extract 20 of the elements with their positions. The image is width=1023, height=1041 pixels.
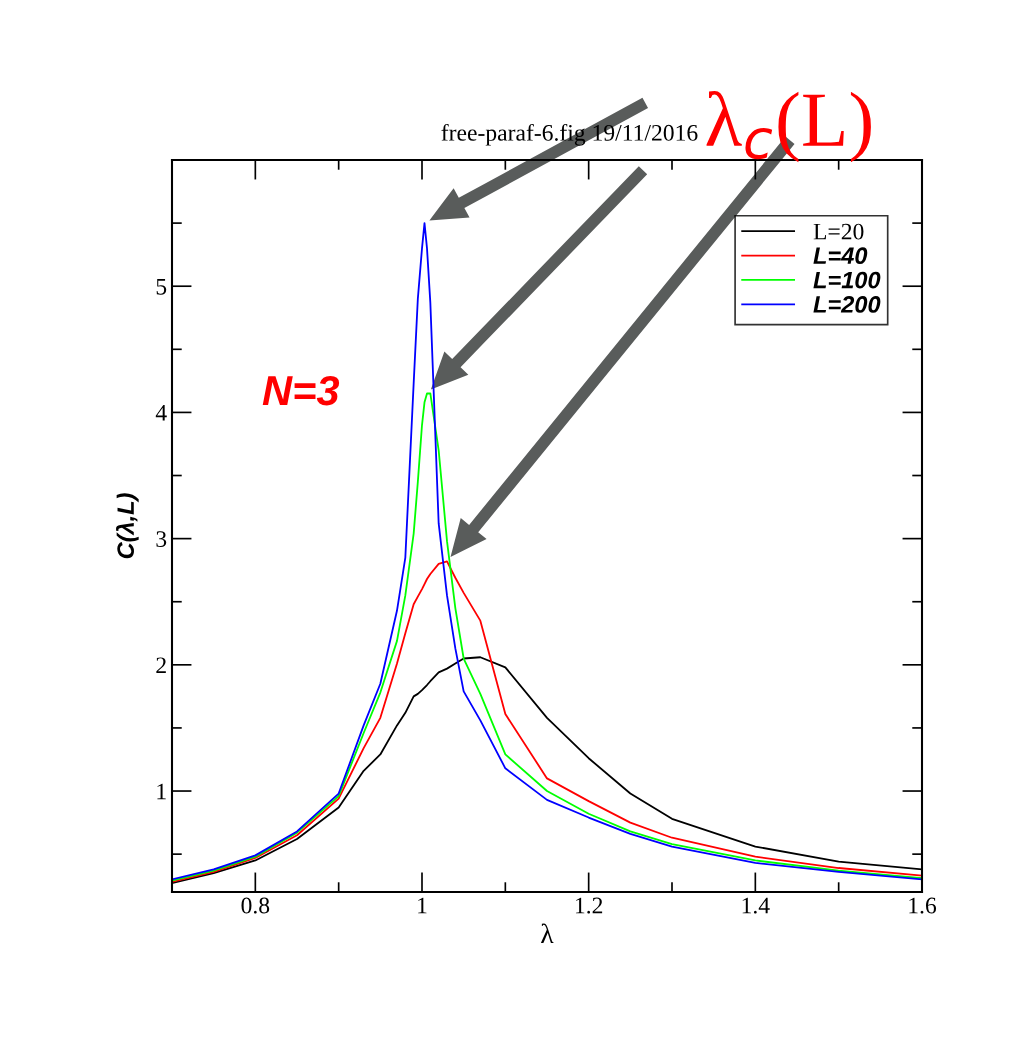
legend-label: L=20: [813, 223, 864, 240]
x-tick-label: 1: [418, 897, 427, 914]
legend-label: L=100: [813, 271, 881, 289]
legend-label: L=40: [813, 247, 868, 265]
legend-label: L=200: [813, 296, 881, 313]
y-tick-label: 1: [157, 783, 166, 800]
annotation: N=3: [262, 375, 340, 406]
y-tick-label: 3: [156, 531, 167, 548]
line-series: [172, 222, 922, 881]
y-axis-title: C(λ,L): [116, 493, 139, 559]
x-tick-label: 1.4: [742, 897, 770, 914]
annotation: λ$_{c}$(L): [706, 90, 871, 163]
line-series: [172, 560, 922, 883]
x-tick-label: 1.6: [909, 897, 937, 914]
y-tick-label: 5: [156, 278, 167, 295]
x-axis-title: λ: [541, 923, 554, 944]
y-tick-label: 2: [156, 657, 166, 674]
x-tick-label: 1.2: [575, 897, 603, 914]
x-tick-label: 0.8: [241, 897, 270, 914]
y-tick-label: 4: [155, 405, 167, 421]
